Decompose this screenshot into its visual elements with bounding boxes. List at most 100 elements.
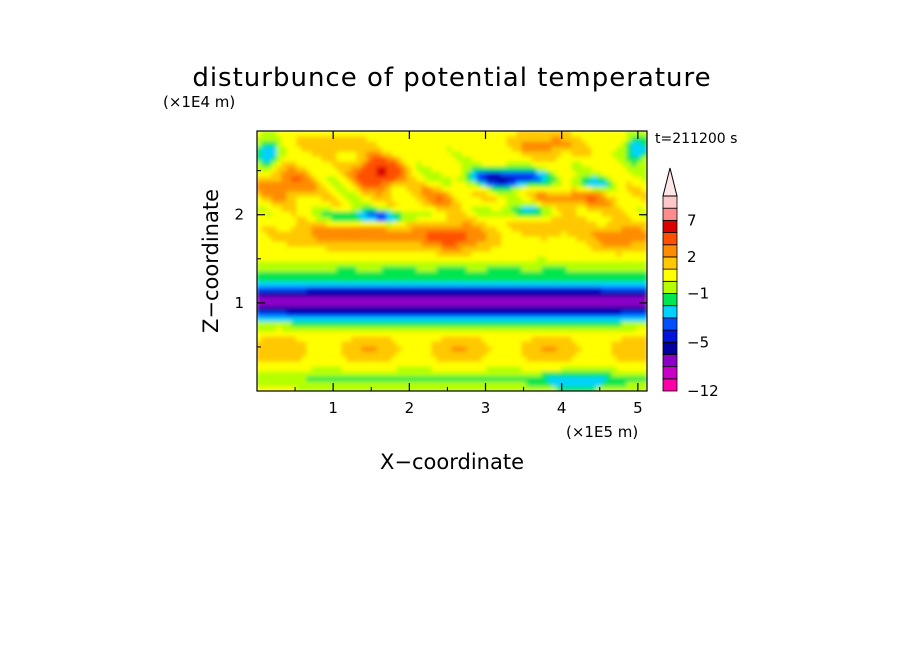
- heatmap-cell: [356, 290, 363, 297]
- heatmap-cell: [381, 350, 388, 357]
- heatmap-cell: [461, 210, 468, 217]
- heatmap-cell: [346, 215, 353, 222]
- heatmap-cell: [351, 230, 358, 237]
- heatmap-cell: [446, 195, 453, 202]
- heatmap-cell: [481, 175, 488, 182]
- heatmap-cell: [286, 140, 293, 147]
- heatmap-cell: [561, 325, 568, 332]
- heatmap-cell: [366, 280, 373, 287]
- heatmap-cell: [446, 275, 453, 282]
- heatmap-cell: [411, 225, 418, 232]
- heatmap-cell: [436, 220, 443, 227]
- heatmap-cell: [396, 280, 403, 287]
- heatmap-cell: [326, 385, 333, 391]
- heatmap-cell: [316, 150, 323, 157]
- heatmap-cell: [591, 290, 598, 297]
- heatmap-cell: [446, 355, 453, 362]
- heatmap-cell: [561, 320, 568, 327]
- heatmap-cell: [606, 240, 613, 247]
- heatmap-cell: [496, 200, 503, 207]
- heatmap-cell: [491, 190, 498, 197]
- heatmap-cell: [556, 200, 563, 207]
- heatmap-cell: [276, 210, 283, 217]
- colorbar-tick-label: −5: [687, 333, 709, 351]
- heatmap-cell: [291, 320, 298, 327]
- heatmap-cell: [471, 270, 478, 277]
- heatmap-cell: [611, 325, 618, 332]
- heatmap-cell: [376, 255, 383, 262]
- heatmap-cell: [371, 355, 378, 362]
- heatmap-cell: [356, 180, 363, 187]
- heatmap-cell: [591, 240, 598, 247]
- heatmap-cell: [376, 190, 383, 197]
- heatmap-cell: [496, 210, 503, 217]
- heatmap-cell: [496, 340, 503, 347]
- heatmap-cell: [281, 345, 288, 352]
- heatmap-cell: [471, 150, 478, 157]
- heatmap-cell: [266, 210, 273, 217]
- heatmap-cell: [536, 140, 543, 147]
- heatmap-cell: [331, 140, 338, 147]
- heatmap-cell: [326, 350, 333, 357]
- heatmap-cell: [341, 280, 348, 287]
- heatmap-cell: [631, 131, 638, 137]
- heatmap-cell: [401, 165, 408, 172]
- heatmap-cell: [586, 240, 593, 247]
- heatmap-cell: [561, 190, 568, 197]
- heatmap-cell: [456, 295, 463, 302]
- heatmap-cell: [346, 320, 353, 327]
- heatmap-cell: [371, 140, 378, 147]
- heatmap-cell: [296, 250, 303, 257]
- heatmap-cell: [431, 355, 438, 362]
- heatmap-cell: [421, 345, 428, 352]
- heatmap-cell: [556, 275, 563, 282]
- heatmap-cell: [501, 340, 508, 347]
- heatmap-cell: [316, 225, 323, 232]
- heatmap-cell: [621, 230, 628, 237]
- heatmap-cell: [516, 215, 523, 222]
- heatmap-cell: [481, 370, 488, 377]
- heatmap-cell: [257, 360, 263, 367]
- heatmap-cell: [476, 225, 483, 232]
- heatmap-cell: [421, 340, 428, 347]
- heatmap-cell: [376, 150, 383, 157]
- heatmap-cell: [336, 235, 343, 242]
- heatmap-cell: [321, 150, 328, 157]
- heatmap-cell: [506, 285, 513, 292]
- heatmap-cell: [506, 235, 513, 242]
- heatmap-cell: [626, 250, 633, 257]
- heatmap-cell: [641, 290, 647, 297]
- heatmap-cell: [561, 340, 568, 347]
- heatmap-cell: [631, 330, 638, 337]
- heatmap-cell: [391, 190, 398, 197]
- heatmap-cell: [481, 180, 488, 187]
- heatmap-cell: [366, 180, 373, 187]
- heatmap-cell: [271, 235, 278, 242]
- heatmap-cell: [631, 290, 638, 297]
- heatmap-cell: [421, 285, 428, 292]
- heatmap-cell: [531, 370, 538, 377]
- heatmap-cell: [521, 215, 528, 222]
- heatmap-cell: [481, 200, 488, 207]
- heatmap-cell: [336, 365, 343, 372]
- heatmap-cell: [621, 245, 628, 252]
- heatmap-cell: [366, 350, 373, 357]
- heatmap-cell: [516, 365, 523, 372]
- heatmap-cell: [606, 170, 613, 177]
- heatmap-cell: [386, 131, 393, 137]
- heatmap-cell: [257, 220, 263, 227]
- heatmap-cell: [501, 135, 508, 142]
- heatmap-cell: [431, 370, 438, 377]
- heatmap-cell: [621, 335, 628, 342]
- heatmap-cell: [521, 295, 528, 302]
- heatmap-cell: [471, 295, 478, 302]
- heatmap-cell: [341, 250, 348, 257]
- heatmap-cell: [446, 280, 453, 287]
- heatmap-cell: [331, 350, 338, 357]
- heatmap-cell: [561, 365, 568, 372]
- heatmap-cell: [461, 270, 468, 277]
- heatmap-cell: [386, 245, 393, 252]
- heatmap-cell: [581, 285, 588, 292]
- heatmap-cell: [526, 185, 533, 192]
- heatmap-cell: [526, 265, 533, 272]
